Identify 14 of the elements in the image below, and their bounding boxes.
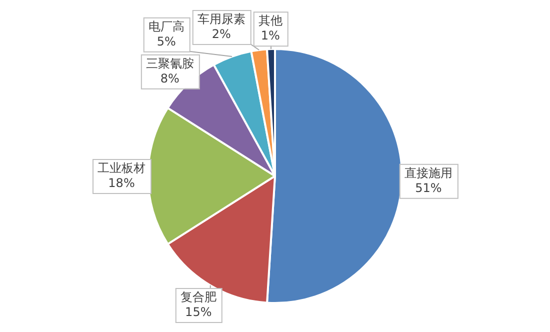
slice-label: 直接施用 — [404, 166, 452, 180]
data-label: 5% — [156, 34, 176, 49]
slice-label: 其他 — [258, 14, 282, 28]
data-label: 1% — [260, 28, 280, 43]
slice-label: 工业板材 — [98, 161, 146, 176]
data-label: 8% — [160, 72, 180, 86]
slice-label: 车用尿素 — [197, 12, 246, 26]
slice-label: 三聚氰胺 — [146, 56, 194, 71]
slice-label: 电厂高 — [148, 20, 184, 34]
data-label: 51% — [415, 180, 442, 195]
data-label: 2% — [212, 27, 231, 42]
slice-label: 复合肥 — [180, 290, 216, 304]
data-label: 18% — [108, 176, 135, 190]
data-label: 15% — [185, 305, 212, 320]
